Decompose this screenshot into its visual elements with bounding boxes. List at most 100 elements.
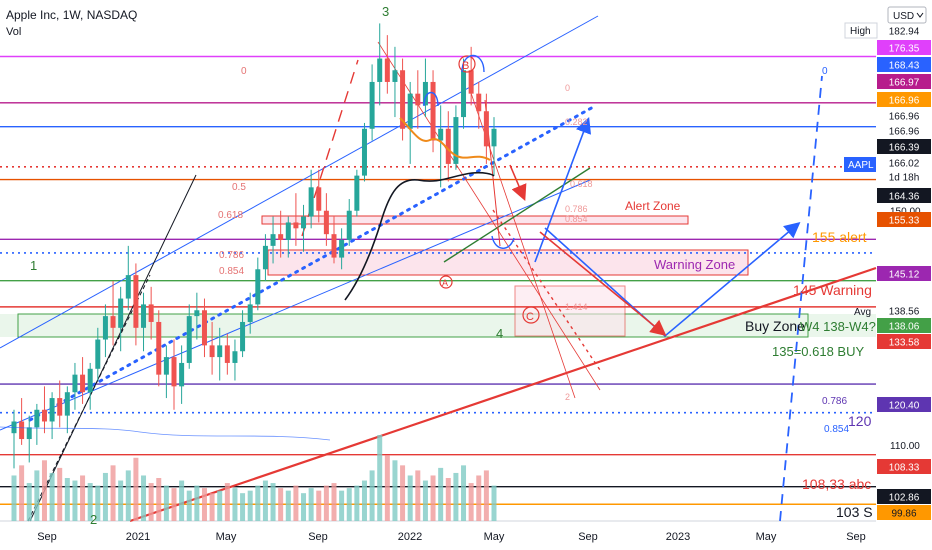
volume-bar <box>262 480 268 521</box>
x-tick-label: Sep <box>846 531 866 543</box>
volume-bar <box>11 475 17 521</box>
candle-body <box>438 128 444 141</box>
blue-arc-left <box>423 91 439 107</box>
candle-body <box>201 310 207 346</box>
candle-body <box>369 81 375 129</box>
candle-body <box>445 128 451 164</box>
volume-bar <box>72 480 78 521</box>
price-badge-label: 166.96 <box>889 127 920 138</box>
candle-body <box>377 58 383 82</box>
volume-bar <box>133 457 139 521</box>
annotations: 1 2 3 4 A B C 0 0.5 0.618 0.786 0.854 0 … <box>30 4 876 527</box>
volume-bar <box>339 490 345 521</box>
price-badge <box>877 212 931 227</box>
black-dashed-line <box>27 274 151 522</box>
volume-bar <box>224 483 230 521</box>
candle-body <box>72 374 78 393</box>
volume-bar <box>201 488 207 521</box>
volume-bar <box>468 483 474 521</box>
candle-body <box>301 216 307 229</box>
candle-body <box>95 339 101 369</box>
price-badge <box>877 334 931 349</box>
price-badge-label: 182.94 <box>889 27 920 38</box>
volume-bar <box>255 485 261 521</box>
currency-button[interactable] <box>887 6 927 24</box>
candle-body <box>293 222 299 229</box>
candle-body <box>392 70 398 82</box>
volume-bar <box>247 490 253 521</box>
volume-bar <box>156 478 162 521</box>
time-axis: Sep 2021 May Sep 2022 May Sep 2023 May Sep <box>37 531 866 543</box>
fib-0854-left: 0.854 <box>219 266 244 277</box>
candle-body <box>34 409 40 428</box>
volume-bar <box>49 472 55 521</box>
volume-bar <box>392 460 398 521</box>
volume-bar <box>430 475 436 521</box>
candle-body <box>323 210 329 235</box>
candle-body <box>354 175 360 211</box>
price-badge-label: 145.12 <box>889 270 920 281</box>
arrows <box>509 117 801 338</box>
volume-bar <box>125 470 131 521</box>
blue-up-arrow <box>534 117 592 263</box>
volume-bar <box>64 478 70 521</box>
fib-0618-left: 0.618 <box>218 210 243 221</box>
candle-body <box>41 409 47 422</box>
candle-body <box>87 368 93 393</box>
candle-body <box>339 240 345 258</box>
candle-body <box>270 234 276 246</box>
x-tick-label: Sep <box>578 531 598 543</box>
volume-bar <box>331 483 337 521</box>
fib-854-right: 0.854 <box>824 424 849 435</box>
fib-0-right: 0 <box>822 66 828 77</box>
candle-body <box>308 187 314 217</box>
orange-ma-line <box>399 117 491 161</box>
candle-body <box>125 275 131 299</box>
candle-body <box>64 392 70 416</box>
volume-bar <box>483 470 489 521</box>
price-badge <box>877 318 931 333</box>
volume-bar <box>308 488 314 521</box>
x-tick-label: Sep <box>308 531 328 543</box>
candle-body <box>240 321 246 352</box>
fib-0786-left: 0.786 <box>219 250 244 261</box>
candle-body <box>19 421 25 440</box>
candle-body <box>346 210 352 241</box>
wave-2-label: 2 <box>90 512 97 527</box>
x-tick-label: May <box>484 531 505 543</box>
candle-body <box>232 351 238 363</box>
red-small-arrow <box>509 164 527 201</box>
volume-bar <box>400 465 406 521</box>
price-badge-label: 138.06 <box>889 322 920 333</box>
fib-786-right: 0.786 <box>822 396 847 407</box>
abc-108-label: 108,33 abc <box>802 476 871 492</box>
n-120-label: 120 <box>848 413 872 429</box>
volume-bar <box>491 485 497 521</box>
currency-selector[interactable]: USD <box>887 6 927 24</box>
warning-145-label: 145 Warning <box>793 282 872 298</box>
chart-header: Apple Inc, 1W, NASDAQ Vol <box>6 8 137 38</box>
volume-bar <box>148 483 154 521</box>
volume-bar <box>209 493 215 521</box>
chevron-down-icon <box>916 12 924 18</box>
volume-bar <box>57 467 63 521</box>
candle-body <box>476 93 482 112</box>
price-badge <box>877 139 931 154</box>
candle-body <box>415 93 421 106</box>
volume-bar <box>217 490 223 521</box>
volume-bar <box>461 465 467 521</box>
blue-arc-bottom <box>491 235 515 249</box>
volume-bar <box>278 488 284 521</box>
volume-bar <box>438 467 444 521</box>
warning-zone-box <box>267 249 749 276</box>
price-badge-label: 166.02 <box>889 159 920 170</box>
volume-bar <box>270 483 276 521</box>
wave-c-circle <box>522 306 540 324</box>
volume-bar <box>323 485 329 521</box>
price-badges: 182.94 176.35 168.43 166.97 166.96 166.96 166.… <box>877 23 931 520</box>
candle-body <box>468 70 474 94</box>
price-badge <box>877 92 931 107</box>
candle-body <box>407 93 413 129</box>
volume-bar <box>301 493 307 521</box>
